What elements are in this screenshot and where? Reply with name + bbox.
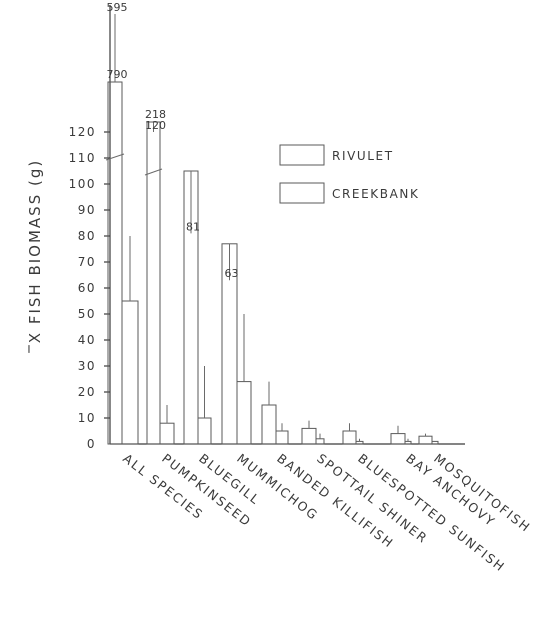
y-tick-label: 60 <box>78 281 96 295</box>
y-tick-label: 40 <box>78 333 96 347</box>
legend-label: RIVULET <box>332 149 394 163</box>
y-tick-label: 80 <box>78 229 96 243</box>
bar-rivulet <box>390 433 406 445</box>
bar-rivulet <box>301 427 317 445</box>
y-tick-label: 120 <box>69 125 96 139</box>
y-tick-label: 20 <box>78 385 96 399</box>
y-axis-ticks: 0 10 20 30 40 50 60 70 80 90 100 110 120 <box>69 125 110 451</box>
bar-creekbank <box>355 440 364 445</box>
bar-creekbank <box>275 430 289 445</box>
bar-value-label: 790 <box>107 68 128 81</box>
bar-rivulet <box>418 435 433 445</box>
bars <box>105 14 439 445</box>
bar-rivulet <box>261 404 277 445</box>
y-tick-label: 110 <box>69 151 96 165</box>
bar-creekbank <box>431 440 439 445</box>
y-tick-label: 70 <box>78 255 96 269</box>
y-tick-label: 100 <box>69 177 96 191</box>
error-value-label: 595 <box>107 1 128 14</box>
legend-swatch <box>279 144 325 166</box>
error-value-label: 120 <box>145 119 166 132</box>
bar-creekbank <box>159 422 175 445</box>
bar-creekbank <box>315 438 325 445</box>
bar-rivulet <box>342 430 357 445</box>
y-tick-label: 10 <box>78 411 96 425</box>
bar-creekbank <box>121 300 139 445</box>
y-tick-label: 50 <box>78 307 96 321</box>
y-tick-label: 30 <box>78 359 96 373</box>
bar-creekbank <box>404 440 412 445</box>
legend-swatch <box>279 182 325 204</box>
y-axis-label: ̅X FISH BIOMASS (g) <box>26 159 44 353</box>
y-tick-label: 0 <box>87 437 96 451</box>
bar-value-label: 218 <box>145 108 166 121</box>
chart-axes <box>109 5 465 445</box>
y-tick-label: 90 <box>78 203 96 217</box>
axis-break <box>144 168 163 176</box>
error-value-label: 63 <box>225 267 239 280</box>
legend: RIVULET CREEKBANK <box>279 144 419 204</box>
error-value-label: 81 <box>186 220 200 233</box>
legend-label: CREEKBANK <box>332 187 419 201</box>
bar-creekbank <box>197 417 212 445</box>
axis-break <box>105 153 125 161</box>
bar-creekbank <box>236 381 252 445</box>
x-axis-categories: ALL SPECIESPUMPKINSEEDBLUEGILLMUMMICHOGB… <box>120 451 534 575</box>
